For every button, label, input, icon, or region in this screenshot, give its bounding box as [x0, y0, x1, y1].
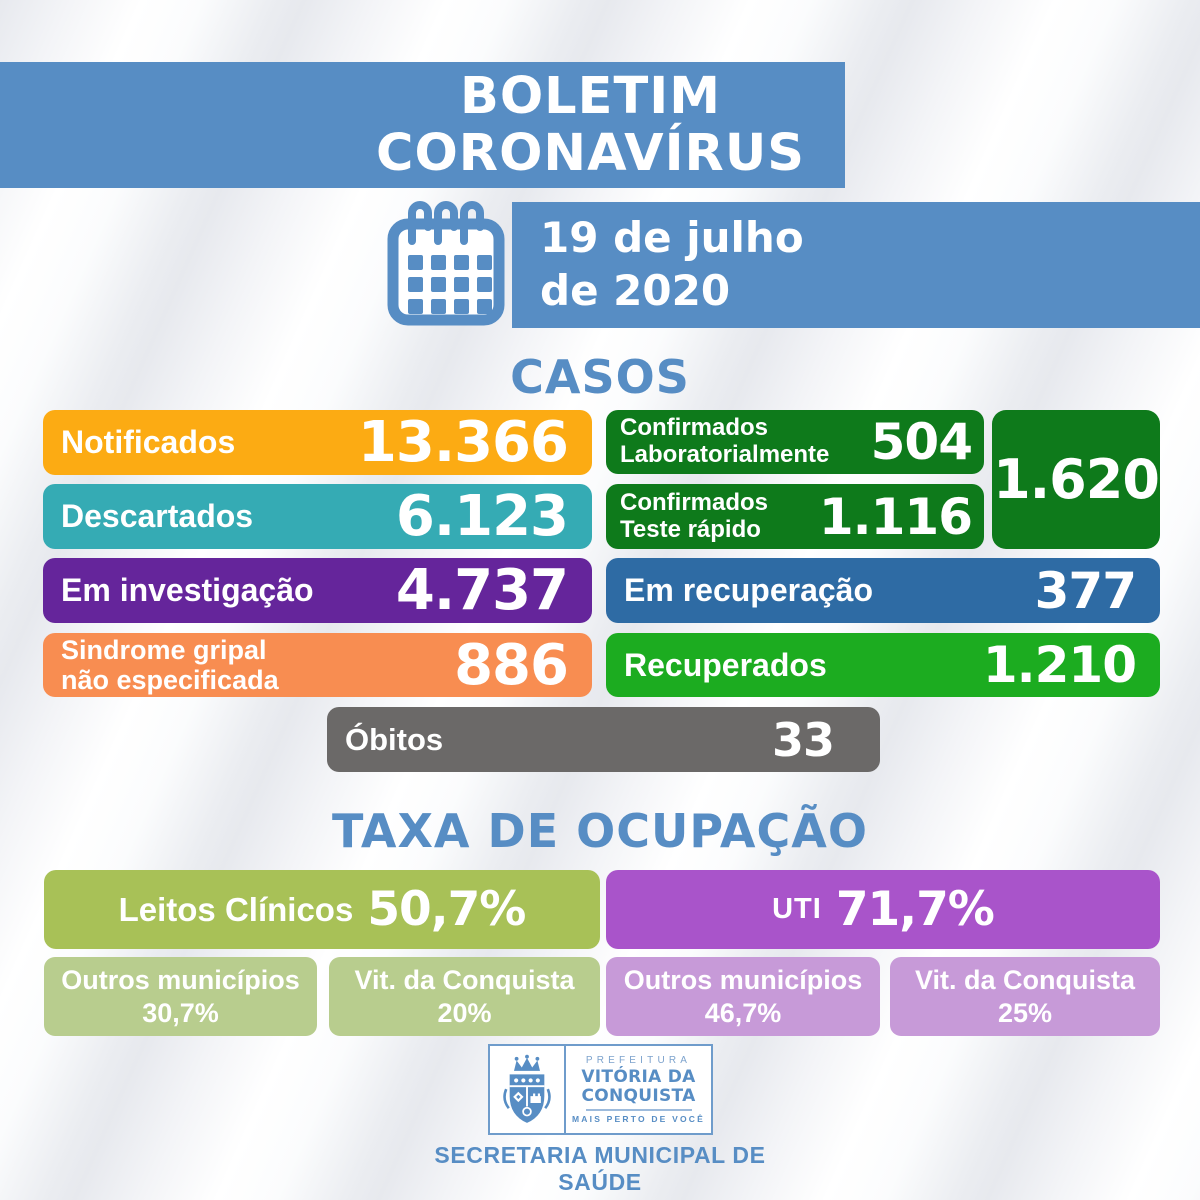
occupancy-sub-label: Vit. da Conquista [914, 965, 1136, 996]
occupancy-value: 71,7% [835, 882, 995, 937]
occupancy-sub-uti-vitoria-da-conquista: Vit. da Conquista 25% [890, 957, 1160, 1036]
stat-value: 6.123 [395, 484, 569, 549]
stat-label: Descartados [61, 498, 254, 534]
stat-label: Recuperados [624, 646, 827, 683]
stat-value: 33 [771, 712, 835, 767]
stat-label: Confirmados Teste rápido [620, 488, 769, 543]
ocupacao-section-title: TAXA DE OCUPAÇÃO [332, 804, 868, 858]
stat-bar-descartados: Descartados 6.123 [43, 484, 592, 549]
stat-value: 504 [870, 413, 973, 471]
date-line1: 19 de julho [540, 213, 804, 263]
stat-label: Em investigação [61, 572, 314, 608]
stat-value: 1.210 [982, 636, 1137, 694]
secretaria-line2: SAÚDE [558, 1169, 642, 1196]
crest-cell [490, 1046, 566, 1133]
occupancy-sub-uti-outros-municipios: Outros municípios 46,7% [606, 957, 880, 1036]
date-badge: 19 de julho de 2020 [512, 202, 1200, 328]
header-title-line2: CORONAVÍRUS [376, 124, 805, 183]
occupancy-sub-label: Vit. da Conquista [354, 965, 575, 996]
logo-slogan: MAIS PERTO DE VOCÊ [572, 1113, 705, 1124]
occupancy-sub-value: 46,7% [704, 997, 782, 1028]
stat-bar-confirmados-teste-rapido: Confirmados Teste rápido 1.116 [606, 484, 984, 549]
occupancy-label: Leitos Clínicos [118, 890, 354, 928]
logo-text-cell: PREFEITURA VITÓRIA DA CONQUISTA MAIS PER… [566, 1046, 711, 1133]
occupancy-bar-uti: UTI 71,7% [606, 870, 1160, 949]
occupancy-bar-leitos-clinicos: Leitos Clínicos 50,7% [44, 870, 600, 949]
stat-value: 13.366 [357, 410, 569, 475]
stat-bar-notificados: Notificados 13.366 [43, 410, 592, 475]
stat-bar-em-investigacao: Em investigação 4.737 [43, 558, 592, 623]
stat-bar-confirmados-laboratorialmente: Confirmados Laboratorialmente 504 [606, 410, 984, 474]
stat-label: Em recuperação [624, 572, 874, 608]
casos-section-title: CASOS [510, 350, 690, 404]
logo-prefeitura-label: PREFEITURA [585, 1055, 692, 1067]
occupancy-label: UTI [772, 893, 822, 925]
stat-value: 377 [1034, 561, 1137, 620]
stat-label: Óbitos [345, 721, 444, 757]
secretaria-line1: SECRETARIA MUNICIPAL DE [434, 1142, 766, 1168]
logo-city-line2: CONQUISTA [581, 1085, 696, 1106]
stat-bar-em-recuperacao: Em recuperação 377 [606, 558, 1160, 623]
stat-value: 1.116 [818, 487, 973, 546]
logo-divider [585, 1108, 692, 1111]
coat-of-arms-icon [503, 1054, 551, 1123]
stat-bar-recuperados: Recuperados 1.210 [606, 633, 1160, 697]
secretaria-label: SECRETARIA MUNICIPAL DE SAÚDE [0, 1142, 1200, 1196]
occupancy-sub-value: 30,7% [142, 997, 219, 1028]
occupancy-sub-label: Outros municípios [61, 965, 300, 996]
occupancy-value: 50,7% [367, 882, 526, 937]
header-band: BOLETIM CORONAVÍRUS [0, 62, 845, 188]
occupancy-sub-value: 25% [997, 997, 1053, 1028]
header-title-line1: BOLETIM [459, 66, 722, 126]
stat-label: Notificados [61, 424, 236, 460]
prefeitura-logo: PREFEITURA VITÓRIA DA CONQUISTA MAIS PER… [488, 1044, 713, 1135]
occupancy-sub-leitos-outros-municipios: Outros municípios 30,7% [44, 957, 317, 1036]
stat-box-confirmados-total: 1.620 [992, 410, 1160, 549]
logo-city-line1: VITÓRIA DA [581, 1067, 696, 1088]
date-line2: de 2020 [540, 266, 731, 315]
stat-value: 4.737 [395, 558, 569, 623]
occupancy-sub-label: Outros municípios [623, 965, 863, 996]
stat-bar-obitos: Óbitos 33 [327, 707, 880, 772]
stat-label: Sindrome gripal não especificada [61, 634, 279, 695]
occupancy-sub-leitos-vitoria-da-conquista: Vit. da Conquista 20% [329, 957, 600, 1036]
stat-bar-sindrome-gripal: Sindrome gripal não especificada 886 [43, 632, 592, 698]
occupancy-sub-value: 20% [437, 997, 492, 1028]
stat-label: Confirmados Laboratorialmente [620, 414, 830, 468]
stat-value: 1.620 [993, 448, 1160, 511]
calendar-icon [387, 201, 505, 326]
stat-value: 886 [454, 632, 569, 698]
